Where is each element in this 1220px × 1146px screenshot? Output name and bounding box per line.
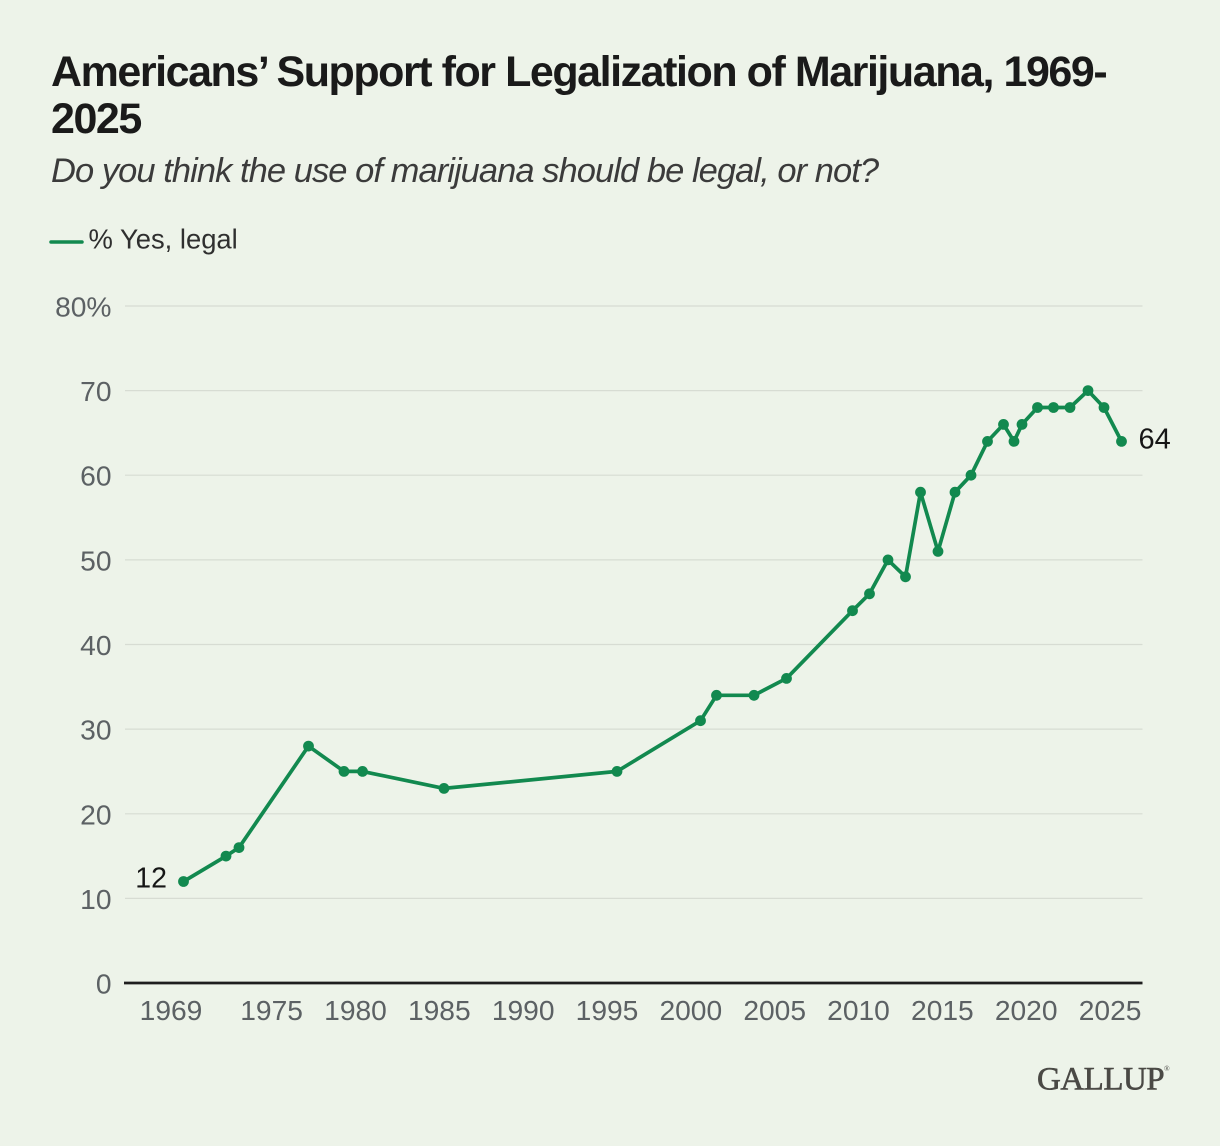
svg-text:GALLUP: GALLUP <box>1037 1062 1164 1098</box>
svg-text:1975: 1975 <box>240 994 303 1026</box>
svg-text:1985: 1985 <box>408 994 471 1026</box>
svg-text:2000: 2000 <box>659 994 722 1026</box>
svg-text:70: 70 <box>80 375 111 407</box>
svg-text:60: 60 <box>80 460 111 492</box>
svg-text:80%: 80% <box>55 291 111 323</box>
svg-text:2025: 2025 <box>51 95 141 143</box>
svg-text:2015: 2015 <box>911 994 974 1026</box>
svg-text:20: 20 <box>80 798 111 830</box>
svg-text:10: 10 <box>80 883 111 915</box>
svg-text:®: ® <box>1164 1064 1170 1073</box>
svg-text:% Yes, legal: % Yes, legal <box>89 224 238 255</box>
svg-text:30: 30 <box>80 714 111 746</box>
svg-text:40: 40 <box>80 629 111 661</box>
svg-text:2025: 2025 <box>1079 994 1142 1026</box>
svg-text:1969: 1969 <box>140 994 203 1026</box>
svg-text:2010: 2010 <box>827 994 890 1026</box>
svg-text:64: 64 <box>1139 424 1171 456</box>
svg-text:Americans’ Support for Legaliz: Americans’ Support for Legalization of M… <box>51 48 1106 96</box>
svg-text:0: 0 <box>96 968 112 1000</box>
svg-text:2020: 2020 <box>995 994 1058 1026</box>
svg-text:12: 12 <box>135 863 167 895</box>
svg-text:50: 50 <box>80 544 111 576</box>
svg-text:Do you think the use of mariju: Do you think the use of marijuana should… <box>51 152 880 190</box>
svg-text:2005: 2005 <box>743 994 806 1026</box>
svg-text:1995: 1995 <box>576 994 639 1026</box>
svg-text:1990: 1990 <box>492 994 555 1026</box>
svg-text:1980: 1980 <box>324 994 387 1026</box>
